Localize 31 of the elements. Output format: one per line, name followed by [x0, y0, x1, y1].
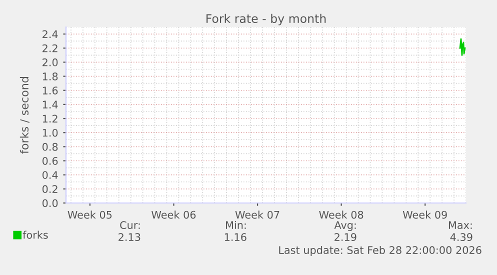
text: 2.13	[118, 233, 140, 242]
y-tick-label: 1.8	[42, 72, 58, 80]
x-tick-label: Week 08	[319, 210, 364, 219]
y-tick-label: 2.4	[42, 30, 58, 38]
y-tick-label: 1.4	[42, 100, 58, 108]
y-tick-label: 1.0	[42, 128, 58, 137]
y-tick-label: 0.0	[42, 199, 58, 208]
y-axis-title: forks / second	[20, 77, 30, 154]
y-tick-label: 0.2	[42, 185, 58, 194]
text: 2.19	[334, 233, 356, 242]
x-tick-label: Week 06	[152, 210, 196, 219]
x-tick-label: Week 05	[68, 210, 112, 219]
legend-label: forks	[22, 230, 48, 239]
text: Avg:	[334, 221, 356, 232]
text: Min:	[226, 220, 246, 229]
y-tick-label: 1.6	[42, 86, 58, 94]
y-tick-label: 0.6	[42, 156, 58, 165]
x-tick-label: Week 07	[235, 210, 280, 219]
text: Last update: Sat Feb 28 22:00:00 2026	[279, 246, 482, 256]
text: 1.16	[224, 233, 246, 242]
y-tick-label: 2.0	[42, 58, 58, 66]
text: Cur:	[120, 221, 140, 230]
chart-title: Fork rate - by month	[206, 14, 326, 26]
x-tick-label: Week 09	[402, 210, 447, 219]
text: 4.39	[450, 233, 472, 242]
y-tick-label: 1.2	[42, 114, 58, 122]
line-series	[459, 38, 466, 56]
text: Max:	[448, 221, 472, 230]
y-tick-label: 0.8	[42, 142, 58, 151]
y-tick-label: 2.2	[42, 44, 58, 52]
y-tick-label: 0.4	[42, 171, 58, 179]
